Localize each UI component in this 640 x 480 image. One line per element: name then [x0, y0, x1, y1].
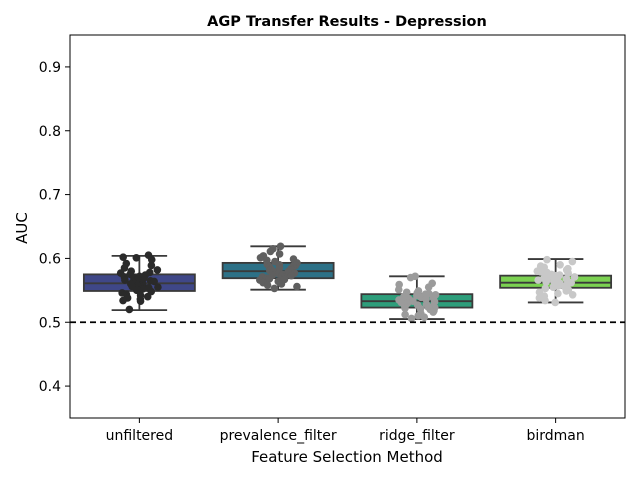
- x-tick-label: birdman: [526, 428, 584, 444]
- data-point: [535, 294, 544, 302]
- data-point: [143, 292, 152, 301]
- x-tick-label: ridge_filter: [379, 428, 455, 444]
- box-unfiltered: [82, 251, 196, 314]
- data-point: [265, 275, 274, 283]
- y-tick-label: 0.9: [39, 60, 61, 76]
- data-point: [551, 298, 559, 307]
- data-point: [256, 253, 265, 262]
- data-point: [420, 313, 429, 321]
- y-axis-label: AUC: [13, 212, 31, 244]
- box-prevalence_filter: [221, 242, 335, 293]
- data-point: [429, 308, 437, 316]
- data-point: [549, 283, 557, 291]
- data-point: [401, 310, 409, 319]
- box-ridge_filter: [360, 272, 474, 323]
- data-point: [554, 289, 562, 298]
- data-point: [568, 291, 577, 299]
- x-tick-label: prevalence_filter: [220, 428, 337, 444]
- data-point: [541, 296, 549, 305]
- data-point: [153, 266, 162, 274]
- plot-area: [70, 242, 625, 324]
- data-point: [534, 276, 542, 284]
- data-point: [121, 276, 129, 284]
- data-point: [125, 305, 134, 314]
- data-point: [136, 297, 145, 305]
- x-axis: unfiltered prevalence_filter ridge_filter b…: [106, 418, 585, 444]
- data-point: [119, 253, 127, 261]
- data-point: [275, 250, 284, 258]
- y-tick-label: 0.4: [39, 379, 61, 395]
- data-point: [401, 304, 409, 313]
- data-point: [556, 261, 564, 269]
- data-point: [150, 277, 158, 286]
- data-point: [542, 278, 550, 286]
- data-point: [407, 314, 416, 323]
- data-point: [414, 312, 423, 320]
- x-tick-label: unfiltered: [106, 428, 174, 444]
- data-point: [276, 242, 285, 251]
- box-birdman: [499, 255, 613, 307]
- data-point: [568, 257, 577, 266]
- y-tick-label: 0.8: [39, 124, 61, 140]
- data-point: [275, 264, 284, 272]
- data-point: [394, 285, 403, 294]
- chart-title: AGP Transfer Results - Depression: [207, 14, 487, 30]
- data-point: [132, 253, 141, 262]
- y-tick-label: 0.5: [39, 315, 61, 331]
- y-axis: 0.4 0.5 0.6 0.7 0.8 0.9: [39, 60, 70, 395]
- plot-frame: [69, 34, 626, 419]
- data-point: [293, 282, 301, 291]
- data-point: [154, 283, 162, 291]
- data-point: [541, 284, 550, 293]
- data-point: [277, 280, 286, 288]
- data-point: [543, 255, 551, 264]
- data-point: [564, 269, 572, 277]
- data-point: [570, 273, 579, 281]
- data-point: [562, 287, 571, 295]
- data-point: [406, 273, 415, 282]
- data-point: [287, 271, 296, 280]
- data-point: [147, 255, 156, 264]
- data-point: [263, 281, 272, 290]
- data-point: [424, 283, 433, 291]
- data-point: [147, 261, 156, 270]
- y-tick-label: 0.7: [39, 188, 61, 204]
- x-axis-label: Feature Selection Method: [251, 448, 443, 466]
- data-point: [270, 284, 279, 293]
- data-point: [119, 296, 127, 305]
- data-point: [266, 247, 275, 256]
- y-tick-label: 0.6: [39, 251, 61, 267]
